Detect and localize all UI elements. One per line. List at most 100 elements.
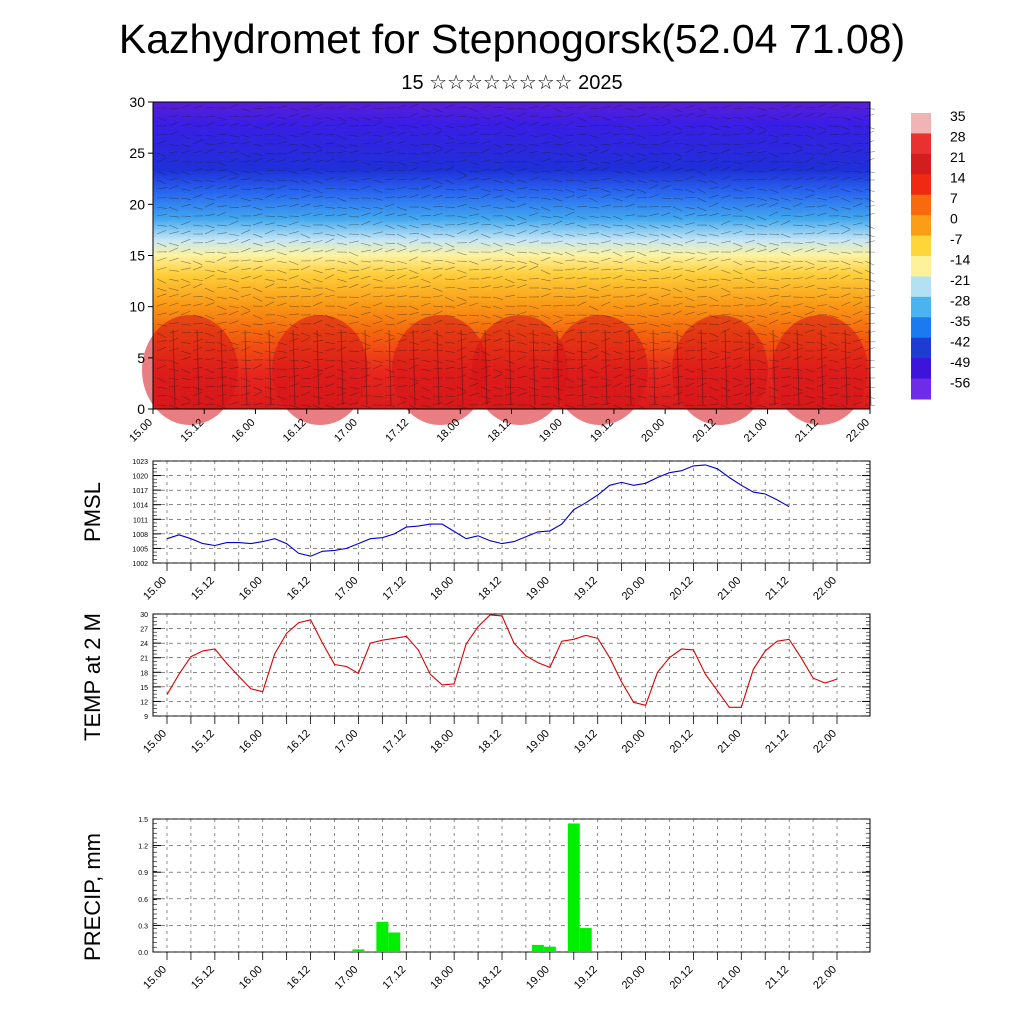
colorbar-swatch <box>911 153 931 175</box>
colorbar-swatch <box>911 133 931 155</box>
ytick-label: 21 <box>140 656 148 663</box>
xtick-label: 21.12 <box>763 728 791 756</box>
xtick-label: 18.12 <box>476 964 504 992</box>
xtick-label: 16.00 <box>237 728 265 756</box>
colorbar-swatch <box>911 174 931 196</box>
precip-bar <box>352 949 365 952</box>
xtick-label: 21.12 <box>763 575 791 603</box>
heatmap-ytick-label: 10 <box>129 299 145 315</box>
xtick-label: 21.00 <box>715 575 743 603</box>
heatmap-xtick-label: 19.00 <box>537 417 565 445</box>
warm-cell-0 <box>142 315 238 425</box>
colorbar-label: -42 <box>950 334 970 350</box>
ytick-label: 27 <box>140 627 148 634</box>
precip-bar <box>543 946 556 952</box>
heatmap-ytick-label: 15 <box>129 248 145 264</box>
ytick-label: 12 <box>140 699 148 706</box>
xtick-label: 22.00 <box>811 964 839 992</box>
warm-surface-cells <box>142 315 868 425</box>
warm-cell-5 <box>672 315 768 425</box>
colorbar-swatch <box>911 296 931 318</box>
xtick-label: 20.12 <box>668 575 696 603</box>
panel-frame <box>152 818 871 953</box>
page-title: Kazhydromet for Stepnogorsk(52.04 71.08) <box>118 16 906 62</box>
heatmap-ytick-label: 20 <box>129 196 145 212</box>
ytick-label: 1008 <box>132 532 148 539</box>
ytick-label: 15 <box>140 685 148 692</box>
xtick-label: 15.12 <box>189 964 217 992</box>
xtick-label: 20.00 <box>620 964 648 992</box>
xtick-label: 19.12 <box>572 575 600 603</box>
xtick-label: 18.00 <box>428 575 456 603</box>
heatmap-ytick-label: 25 <box>129 145 145 161</box>
heatmap-xtick-label: 16.00 <box>230 417 258 445</box>
xtick-label: 15.00 <box>141 964 169 992</box>
xtick-label: 22.00 <box>811 575 839 603</box>
panel-frame <box>152 460 871 564</box>
precip-bar <box>388 932 401 952</box>
heatmap-ytick-label: 30 <box>129 94 145 110</box>
ytick-label: 1023 <box>132 459 148 466</box>
ytick-label: 1014 <box>132 503 148 510</box>
xtick-label: 17.00 <box>333 964 361 992</box>
ytick-label: 30 <box>140 612 148 619</box>
colorbar-label: 21 <box>950 149 966 165</box>
xtick-label: 19.12 <box>572 728 600 756</box>
xtick-label: 18.12 <box>476 728 504 756</box>
heatmap-xtick-label: 20.00 <box>639 417 667 445</box>
ytick-label: 1002 <box>132 561 148 568</box>
ytick-label: 1.5 <box>138 817 148 824</box>
axis-label-3: PRECIP, mm <box>80 833 105 961</box>
colorbar-swatch <box>911 215 931 237</box>
colorbar: 35 28 21 14 7 0 -7 -14 -21 -28 -35 -42 -49 -56 <box>911 108 970 400</box>
xtick-label: 15.00 <box>141 728 169 756</box>
warm-cell-1 <box>272 315 368 425</box>
xtick-label: 22.00 <box>811 728 839 756</box>
xtick-label: 17.12 <box>380 575 408 603</box>
panel-2: 9 12 15 18 21 24 27 30 15.00 15.12 16.00 16.12 17.00… <box>80 612 871 756</box>
precip-bar <box>591 951 604 952</box>
ytick-label: 1011 <box>133 517 148 524</box>
xtick-label: 21.00 <box>715 964 743 992</box>
xtick-label: 15.00 <box>141 575 169 603</box>
xtick-label: 19.00 <box>524 575 552 603</box>
xtick-label: 16.00 <box>237 964 265 992</box>
colorbar-swatch <box>911 256 931 277</box>
colorbar-swatch <box>911 194 931 216</box>
precip-bar <box>364 951 377 952</box>
panel-1: 1002 1005 1008 1011 1014 1017 1020 1023 15.00 15.… <box>80 459 871 603</box>
xtick-label: 16.12 <box>285 964 313 992</box>
colorbar-swatch <box>911 317 931 339</box>
colorbar-label: 35 <box>950 108 966 124</box>
xtick-label: 16.12 <box>285 728 313 756</box>
axis-label-2: TEMP at 2 M <box>80 613 105 741</box>
xtick-label: 21.12 <box>763 964 791 992</box>
xtick-label: 16.00 <box>237 575 265 603</box>
colorbar-label: 14 <box>950 170 966 186</box>
warm-cell-3 <box>472 315 568 425</box>
precip-bar <box>376 921 389 952</box>
precip-bar <box>567 823 580 952</box>
precip-bar <box>579 928 592 952</box>
xtick-label: 20.00 <box>620 728 648 756</box>
ytick-label: 9 <box>144 714 148 721</box>
heatmap-xtick-label: 17.12 <box>383 417 411 445</box>
colorbar-label: -28 <box>950 293 970 309</box>
heatmap-ytick-label: 0 <box>137 401 145 417</box>
ytick-label: 0.9 <box>138 870 148 877</box>
colorbar-label: -56 <box>950 375 970 391</box>
ytick-label: 24 <box>140 641 148 648</box>
colorbar-label: -49 <box>950 354 970 370</box>
xtick-label: 17.12 <box>380 964 408 992</box>
warm-cell-2 <box>392 315 488 425</box>
xtick-label: 15.12 <box>189 728 217 756</box>
precip-bar <box>340 951 353 952</box>
colorbar-swatch <box>911 358 931 380</box>
colorbar-swatch <box>911 337 931 359</box>
axis-label-1: PMSL <box>80 482 105 542</box>
colorbar-swatch <box>911 235 931 257</box>
xtick-label: 18.00 <box>428 964 456 992</box>
ytick-label: 1.2 <box>138 844 148 851</box>
